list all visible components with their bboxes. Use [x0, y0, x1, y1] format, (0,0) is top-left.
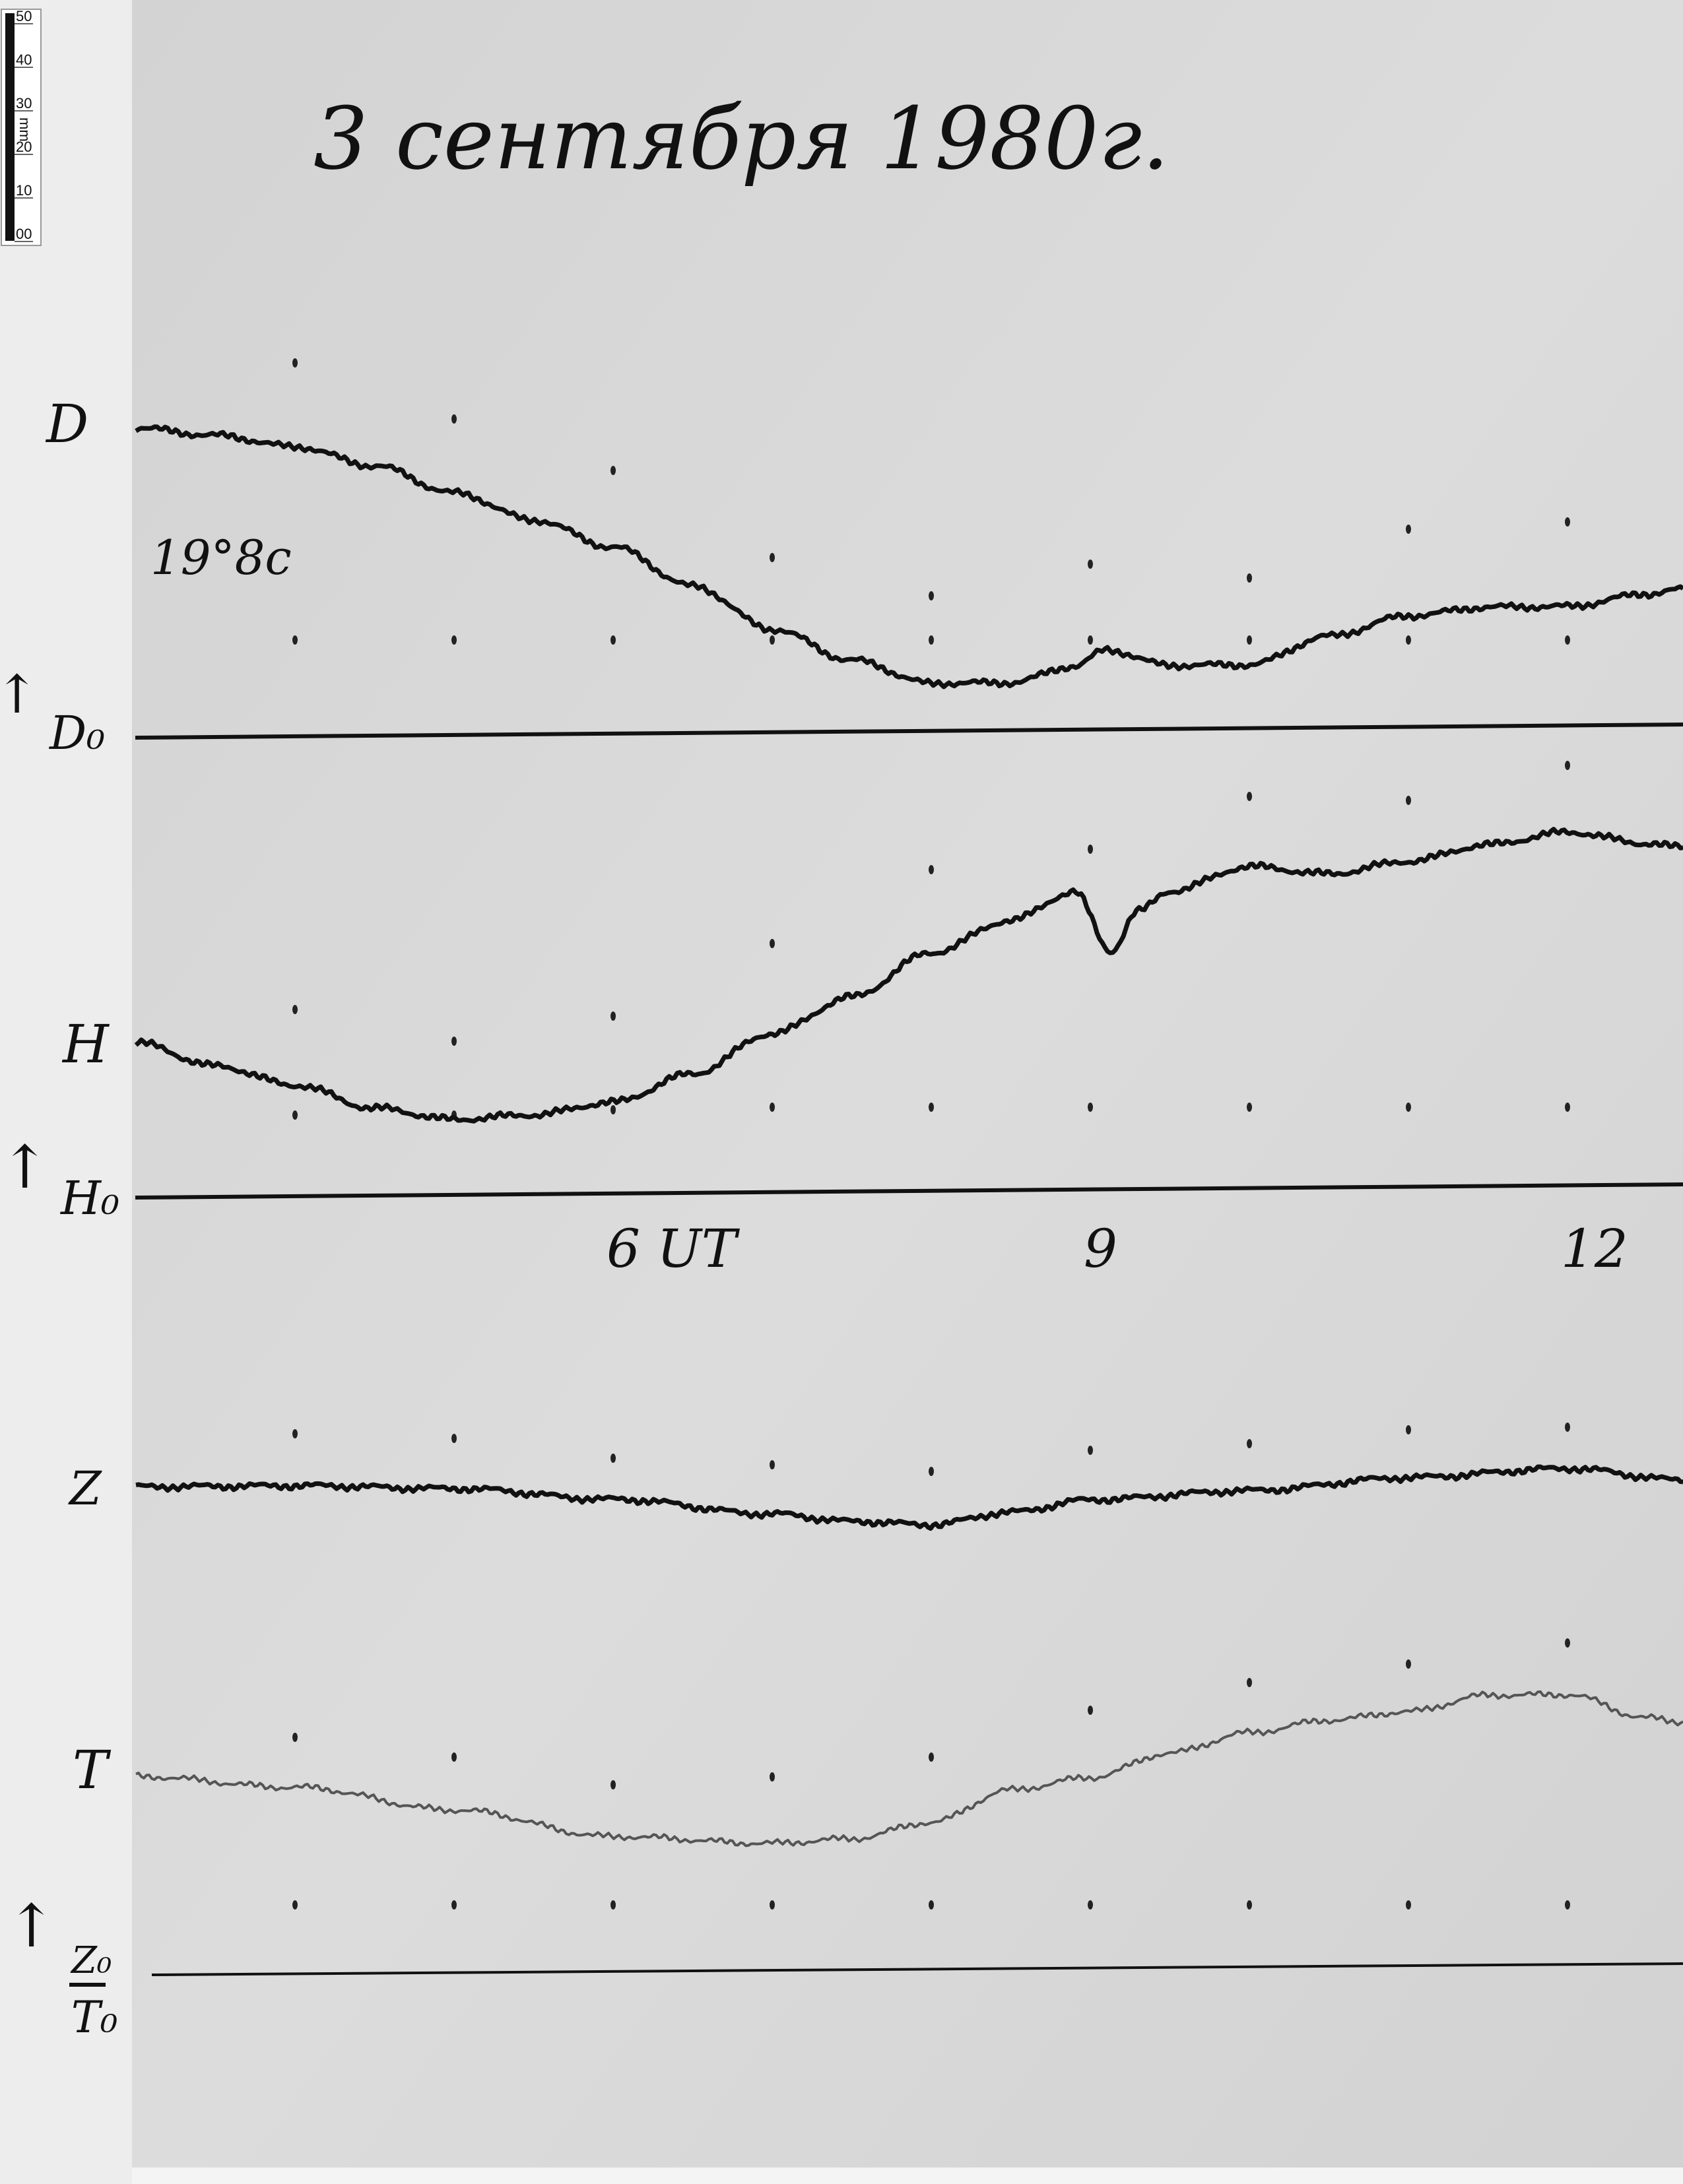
- hour-mark: [451, 1037, 457, 1046]
- ruler-tick-label: 10: [16, 182, 32, 199]
- trace-Z: [135, 1464, 1683, 1531]
- hour-mark: [451, 1752, 457, 1762]
- ruler-unit: mm: [16, 117, 33, 142]
- hour-mark: [770, 1900, 775, 1910]
- hour-mark: [1406, 1425, 1411, 1434]
- arrow-up-icon: ↑: [0, 664, 39, 725]
- baseline-H0: [135, 1182, 1683, 1200]
- hour-mark: [770, 939, 775, 948]
- hour-mark: [1247, 635, 1252, 645]
- hour-mark: [1088, 1706, 1093, 1715]
- hour-mark: [292, 1900, 298, 1910]
- hour-mark: [1247, 573, 1252, 583]
- hour-mark: [451, 414, 457, 424]
- time-label: 6 UT: [607, 1218, 741, 1279]
- ruler-tick-label: 40: [16, 51, 32, 68]
- hour-mark: [1088, 560, 1093, 569]
- arrow-up-icon: ↑: [0, 1133, 50, 1202]
- mm-ruler: 50 40 30 20 10 00 mm: [1, 8, 42, 246]
- hour-mark: [1565, 1638, 1570, 1648]
- label-H: H: [61, 1013, 110, 1075]
- hour-mark: [929, 591, 934, 600]
- time-label: 12: [1561, 1218, 1628, 1279]
- hour-mark: [1247, 1678, 1252, 1687]
- hour-mark: [1088, 1103, 1093, 1112]
- label-Z: Z: [68, 1461, 102, 1516]
- hour-mark: [770, 553, 775, 562]
- hour-mark: [1565, 761, 1570, 770]
- label-D-value: 19°8c: [150, 530, 292, 585]
- hour-mark: [929, 635, 934, 645]
- hour-mark: [929, 1900, 934, 1910]
- hour-mark: [929, 1103, 934, 1112]
- hour-mark: [929, 865, 934, 874]
- ruler-tick-label: 00: [16, 226, 32, 242]
- label-D: D: [45, 393, 88, 455]
- ruler-tick-label: 20: [16, 139, 32, 155]
- hour-mark: [1406, 1659, 1411, 1669]
- hour-mark: [770, 1460, 775, 1469]
- hour-mark: [1565, 517, 1570, 527]
- arrow-up-icon: ↑: [7, 1892, 56, 1961]
- hour-mark: [451, 635, 457, 645]
- hour-mark: [610, 1900, 616, 1910]
- hour-mark: [610, 1780, 616, 1789]
- chart-title: 3 сентября 1980г.: [314, 88, 1170, 189]
- paper-bottom-edge: [132, 2168, 1683, 2184]
- hour-mark: [1088, 635, 1093, 645]
- hour-mark: [1565, 1423, 1570, 1432]
- trace-H: [134, 827, 1683, 1124]
- trace-D: [135, 424, 1683, 690]
- hour-mark: [1565, 635, 1570, 645]
- hour-mark: [1406, 525, 1411, 534]
- hour-mark: [292, 1733, 298, 1742]
- hour-mark: [770, 635, 775, 645]
- hour-mark: [770, 1103, 775, 1112]
- hour-mark: [451, 1900, 457, 1910]
- hour-mark: [292, 1110, 298, 1120]
- hour-mark: [929, 1467, 934, 1476]
- hour-mark: [1247, 1439, 1252, 1448]
- hour-mark: [610, 635, 616, 645]
- baseline-D0: [135, 723, 1683, 740]
- hour-mark: [1247, 1103, 1252, 1112]
- label-D0: D₀: [48, 706, 105, 760]
- label-T: T: [73, 1739, 112, 1801]
- hour-mark: [1406, 796, 1411, 805]
- hour-mark: [610, 1012, 616, 1021]
- hour-mark: [1247, 792, 1252, 801]
- recording-paper: [132, 0, 1683, 2168]
- trace-T: [135, 1690, 1683, 1847]
- hour-mark: [1565, 1103, 1570, 1112]
- hour-mark: [610, 1105, 616, 1114]
- hour-mark: [1088, 1446, 1093, 1455]
- ruler-tick-label: 50: [16, 8, 32, 24]
- hour-mark: [292, 358, 298, 368]
- hour-mark: [451, 1434, 457, 1443]
- hour-mark: [770, 1772, 775, 1782]
- hour-mark: [292, 1005, 298, 1014]
- ruler-tick-label: 30: [16, 95, 32, 112]
- label-Z0: Z₀: [70, 1939, 112, 1982]
- hour-mark: [1406, 635, 1411, 645]
- hour-mark: [1088, 1900, 1093, 1910]
- time-label: 9: [1084, 1218, 1117, 1279]
- label-H0: H₀: [59, 1171, 119, 1225]
- hour-mark: [610, 466, 616, 475]
- hour-mark: [610, 1454, 616, 1463]
- baseline-Z0-T0: [151, 1962, 1683, 1976]
- hour-mark: [1406, 1900, 1411, 1910]
- hour-mark: [292, 1429, 298, 1438]
- hour-mark: [1247, 1900, 1252, 1910]
- hour-mark: [292, 635, 298, 645]
- hour-mark: [1565, 1900, 1570, 1910]
- hour-mark: [1088, 845, 1093, 854]
- hour-mark: [929, 1752, 934, 1762]
- label-T0: T₀: [71, 1992, 117, 2043]
- hour-mark: [1406, 1103, 1411, 1112]
